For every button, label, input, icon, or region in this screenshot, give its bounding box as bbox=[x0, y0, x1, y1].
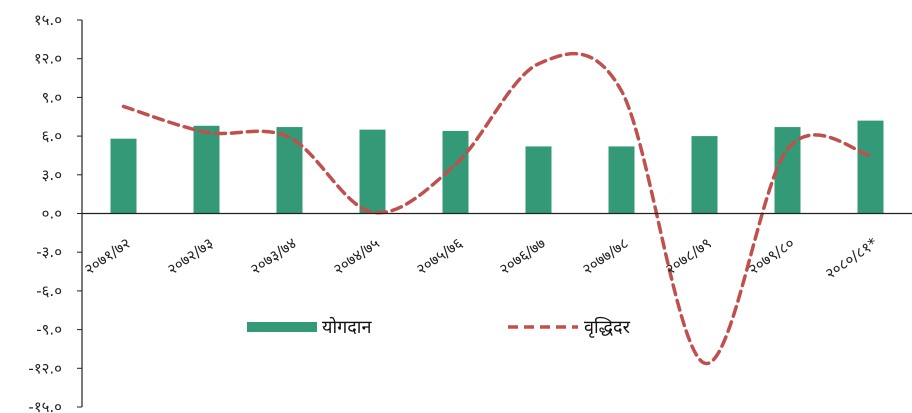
y-tick-label: ०.० bbox=[42, 205, 62, 223]
y-tick-label: १५.० bbox=[34, 11, 62, 29]
y-tick-label: -१५.० bbox=[28, 398, 62, 413]
bar bbox=[276, 127, 303, 214]
y-tick-label: ३.० bbox=[42, 166, 62, 184]
line-series bbox=[121, 51, 873, 365]
legend-swatch-bar bbox=[247, 322, 317, 332]
bar bbox=[359, 129, 386, 214]
x-tick-label: २०७२/७३ bbox=[164, 234, 217, 278]
bar bbox=[110, 138, 137, 214]
y-tick-label: -१२.० bbox=[28, 359, 62, 377]
bar bbox=[857, 120, 884, 214]
x-axis: २०७१/७२ २०७२/७३ २०७३/७४ २०७४/७५ २०७५/७६ २०७६/… bbox=[81, 212, 912, 283]
legend: योगदान वृद्धिदर bbox=[247, 316, 631, 338]
x-tick-label: २०७४/७५ bbox=[330, 234, 383, 279]
bar bbox=[774, 127, 801, 214]
legend-label-bar: योगदान bbox=[322, 316, 372, 338]
legend-label-line: वृद्धिदर bbox=[584, 316, 631, 338]
growth-line bbox=[121, 51, 873, 365]
x-tick-label: २०७१/७२ bbox=[81, 234, 134, 278]
bar bbox=[608, 146, 635, 214]
y-tick-label: -९.० bbox=[36, 321, 62, 339]
x-tick-label: २०७९/८० bbox=[745, 234, 798, 278]
x-tick-label: २०८०/८१* bbox=[822, 234, 881, 283]
x-tick-label: २०७६/७७ bbox=[496, 234, 549, 279]
y-tick-label: ६.० bbox=[42, 127, 62, 145]
y-tick-label: -६.० bbox=[36, 282, 62, 300]
y-tick-label: १२.० bbox=[34, 50, 62, 68]
y-tick-label: ९.० bbox=[42, 88, 62, 106]
x-tick-label: २०७७/७८ bbox=[579, 234, 632, 278]
x-tick-label: २०७३/७४ bbox=[247, 234, 300, 279]
x-tick-label: २०७५/७६ bbox=[413, 234, 466, 279]
bar bbox=[525, 146, 552, 214]
x-tick-label: २०७८/७९ bbox=[662, 234, 715, 278]
bar bbox=[691, 136, 718, 214]
y-axis: १५.० १२.० ९.० ६.० ३.० ०.० -३.० -६.० -९.० -१२.० -१५… bbox=[28, 11, 83, 413]
bar bbox=[193, 125, 220, 214]
y-tick-label: -३.० bbox=[36, 243, 62, 261]
